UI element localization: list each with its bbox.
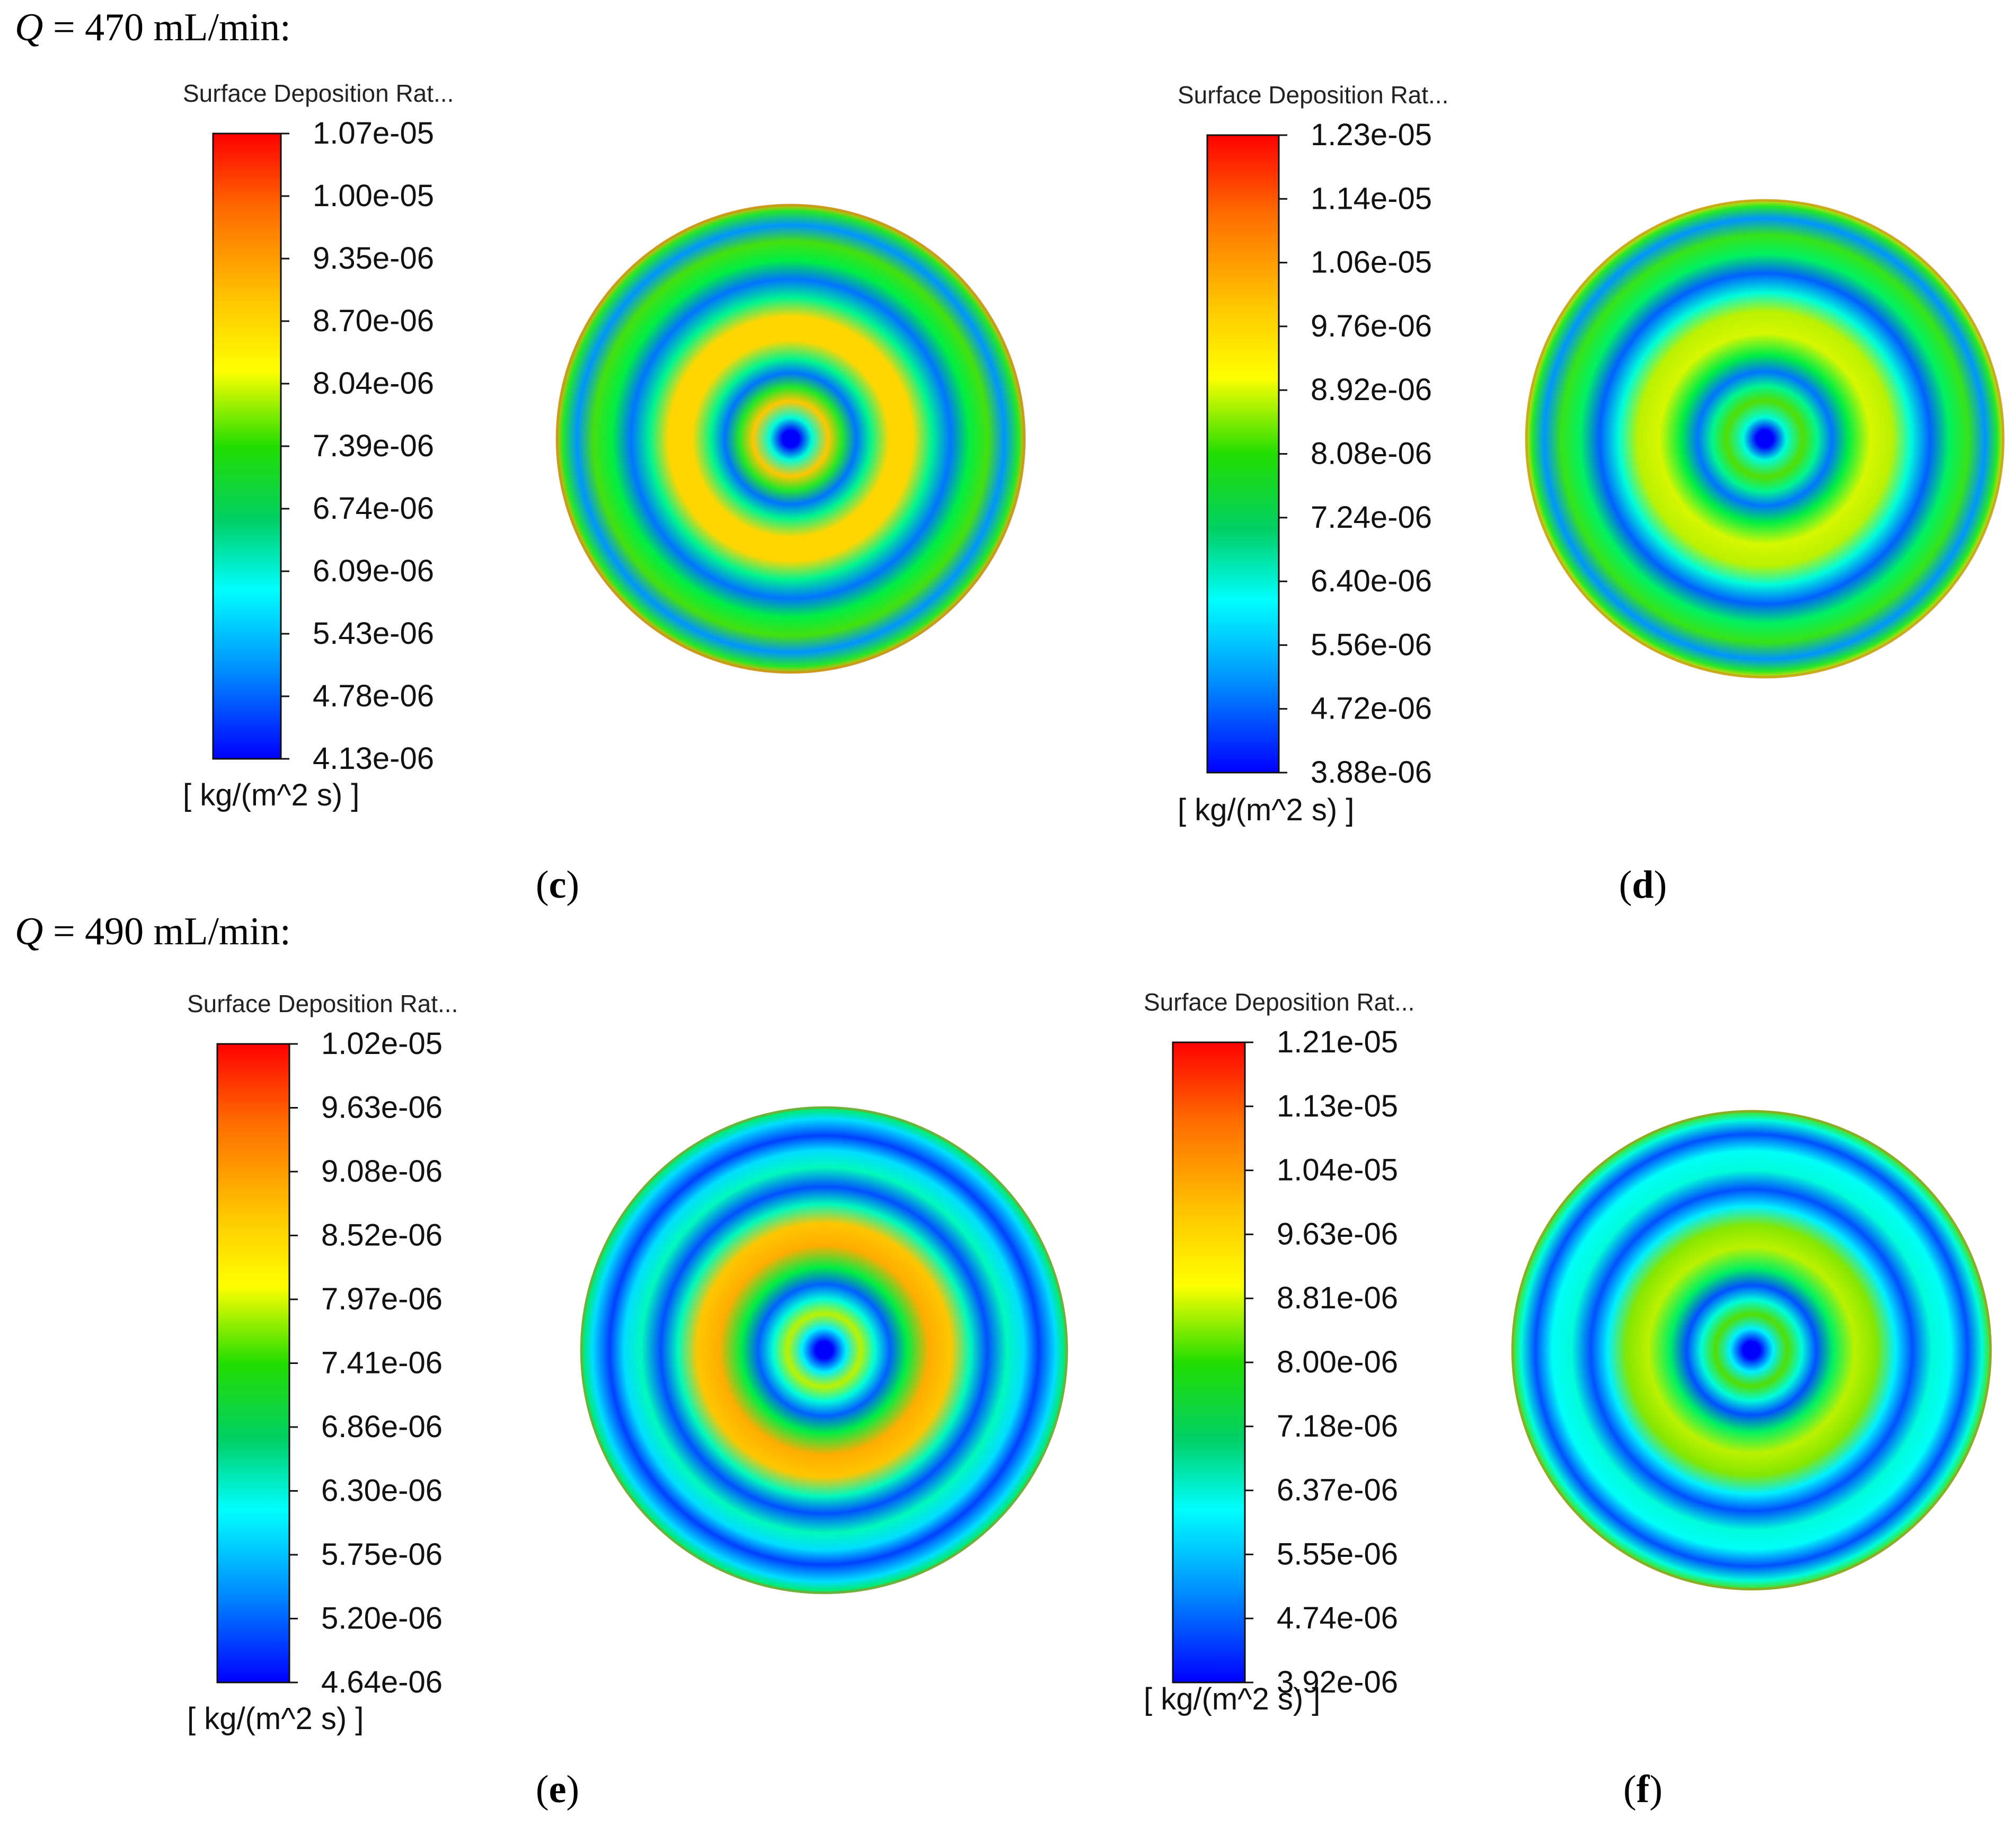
colorbar-tick-label: 1.07e-05 [313,116,434,150]
colorbar-tick-label: 9.08e-06 [321,1154,443,1189]
section-title-q470: Q = 470 mL/min: [15,6,291,49]
colorbar-tick-label: 5.43e-06 [313,616,434,651]
legend-unit: [ kg/(m^2 s) ] [1144,1682,1320,1716]
colorbar-tick-label: 4.74e-06 [1277,1601,1398,1635]
panel-d: Surface Deposition Rat... 1.23e-05 1.14e-0… [1178,81,2005,827]
section-title-q490: Q = 490 mL/min: [15,910,291,953]
colorbar-tick-label: 7.97e-06 [321,1282,443,1316]
colorbar-tick-label: 7.39e-06 [313,429,434,463]
deposition-disk [1511,1110,1992,1590]
colorbar-tick-label: 5.55e-06 [1277,1537,1398,1571]
colorbar-tick-label: 1.21e-05 [1277,1025,1398,1059]
legend-title: Surface Deposition Rat... [187,990,458,1017]
colorbar-tick-label: 9.35e-06 [313,241,434,276]
colorbar-tick-label: 9.63e-06 [321,1091,443,1125]
legend: Surface Deposition Rat... 1.21e-05 1.13e-0… [1144,988,1414,1716]
colorbar-tick-label: 1.00e-05 [313,179,434,213]
panel-e: Surface Deposition Rat... 1.02e-05 9.63e-0… [187,990,1068,1736]
colorbar-tick-label: 7.24e-06 [1311,500,1432,535]
legend-unit: [ kg/(m^2 s) ] [1178,793,1354,827]
deposition-disk [1525,199,2004,678]
colorbar-tick-label: 8.04e-06 [313,366,434,401]
colorbar-tick-label: 6.74e-06 [313,491,434,526]
colorbar-tick-label: 6.40e-06 [1311,564,1432,598]
panel-caption-f: (f) [1623,1768,1663,1811]
colorbar-tick-label: 5.20e-06 [321,1601,443,1636]
deposition-disk [580,1106,1068,1594]
colorbar-tick-label: 6.30e-06 [321,1474,443,1508]
panel-c: Surface Deposition Rat... 1.07e-05 1.00e-0… [183,79,1026,812]
colorbar-tick-label: 9.63e-06 [1277,1217,1398,1251]
colorbar-tick-label: 1.04e-05 [1277,1153,1398,1188]
colorbar-tick-label: 8.81e-06 [1277,1281,1398,1315]
legend-unit: [ kg/(m^2 s) ] [183,778,359,812]
colorbar [1172,1041,1246,1684]
colorbar-tick-label: 1.23e-05 [1311,118,1432,152]
colorbar-tick-label: 6.86e-06 [321,1410,443,1444]
colorbar-tick-label: 5.75e-06 [321,1537,443,1572]
colorbar-tick-label: 1.14e-05 [1311,181,1432,216]
panel-caption-d: (d) [1619,863,1667,907]
panel-caption-c: (c) [535,863,580,907]
colorbar-tick-label: 7.18e-06 [1277,1409,1398,1443]
colorbar-tick-label: 6.09e-06 [313,554,434,588]
disk-rim [1511,1110,1992,1591]
legend-title: Surface Deposition Rat... [1144,988,1414,1016]
panel-caption-e: (e) [535,1768,580,1811]
colorbar-tick-label: 1.06e-05 [1311,245,1432,280]
legend-title: Surface Deposition Rat... [183,79,454,107]
colorbar-tick-label: 4.78e-06 [313,679,434,713]
deposition-disk [556,204,1025,674]
colorbar [216,1043,290,1684]
legend-unit: [ kg/(m^2 s) ] [187,1702,364,1736]
disk-rim [1525,199,2005,679]
colorbar-tick-label: 3.88e-06 [1311,755,1432,790]
colorbar-tick-label: 8.52e-06 [321,1218,443,1253]
colorbar [212,132,282,760]
panel-f: Surface Deposition Rat... 1.21e-05 1.13e-0… [1144,988,1992,1716]
legend: Surface Deposition Rat... 1.23e-05 1.14e-0… [1178,81,1448,827]
colorbar-tick-label: 8.00e-06 [1277,1345,1398,1379]
colorbar-tick-label: 8.08e-06 [1311,437,1432,471]
colorbar-tick-label: 3.92e-06 [1277,1665,1398,1699]
legend: Surface Deposition Rat... 1.07e-05 1.00e-0… [183,79,454,812]
colorbar-tick-label: 7.41e-06 [321,1346,443,1380]
disk-rim [580,1106,1068,1594]
legend: Surface Deposition Rat... 1.02e-05 9.63e-0… [187,990,458,1736]
disk-rim [555,203,1026,674]
colorbar-tick-label: 9.76e-06 [1311,309,1432,343]
colorbar-tick-label: 4.13e-06 [313,741,434,776]
colorbar-tick-label: 6.37e-06 [1277,1473,1398,1508]
colorbar-tick-label: 8.70e-06 [313,304,434,338]
colorbar-tick-label: 8.92e-06 [1311,373,1432,407]
colorbar-tick-label: 1.13e-05 [1277,1089,1398,1123]
colorbar-tick-label: 5.56e-06 [1311,627,1432,662]
colorbar [1206,134,1280,774]
colorbar-tick-label: 4.72e-06 [1311,692,1432,726]
legend-title: Surface Deposition Rat... [1178,81,1448,109]
colorbar-tick-label: 1.02e-05 [321,1026,443,1061]
colorbar-tick-label: 4.64e-06 [321,1665,443,1699]
